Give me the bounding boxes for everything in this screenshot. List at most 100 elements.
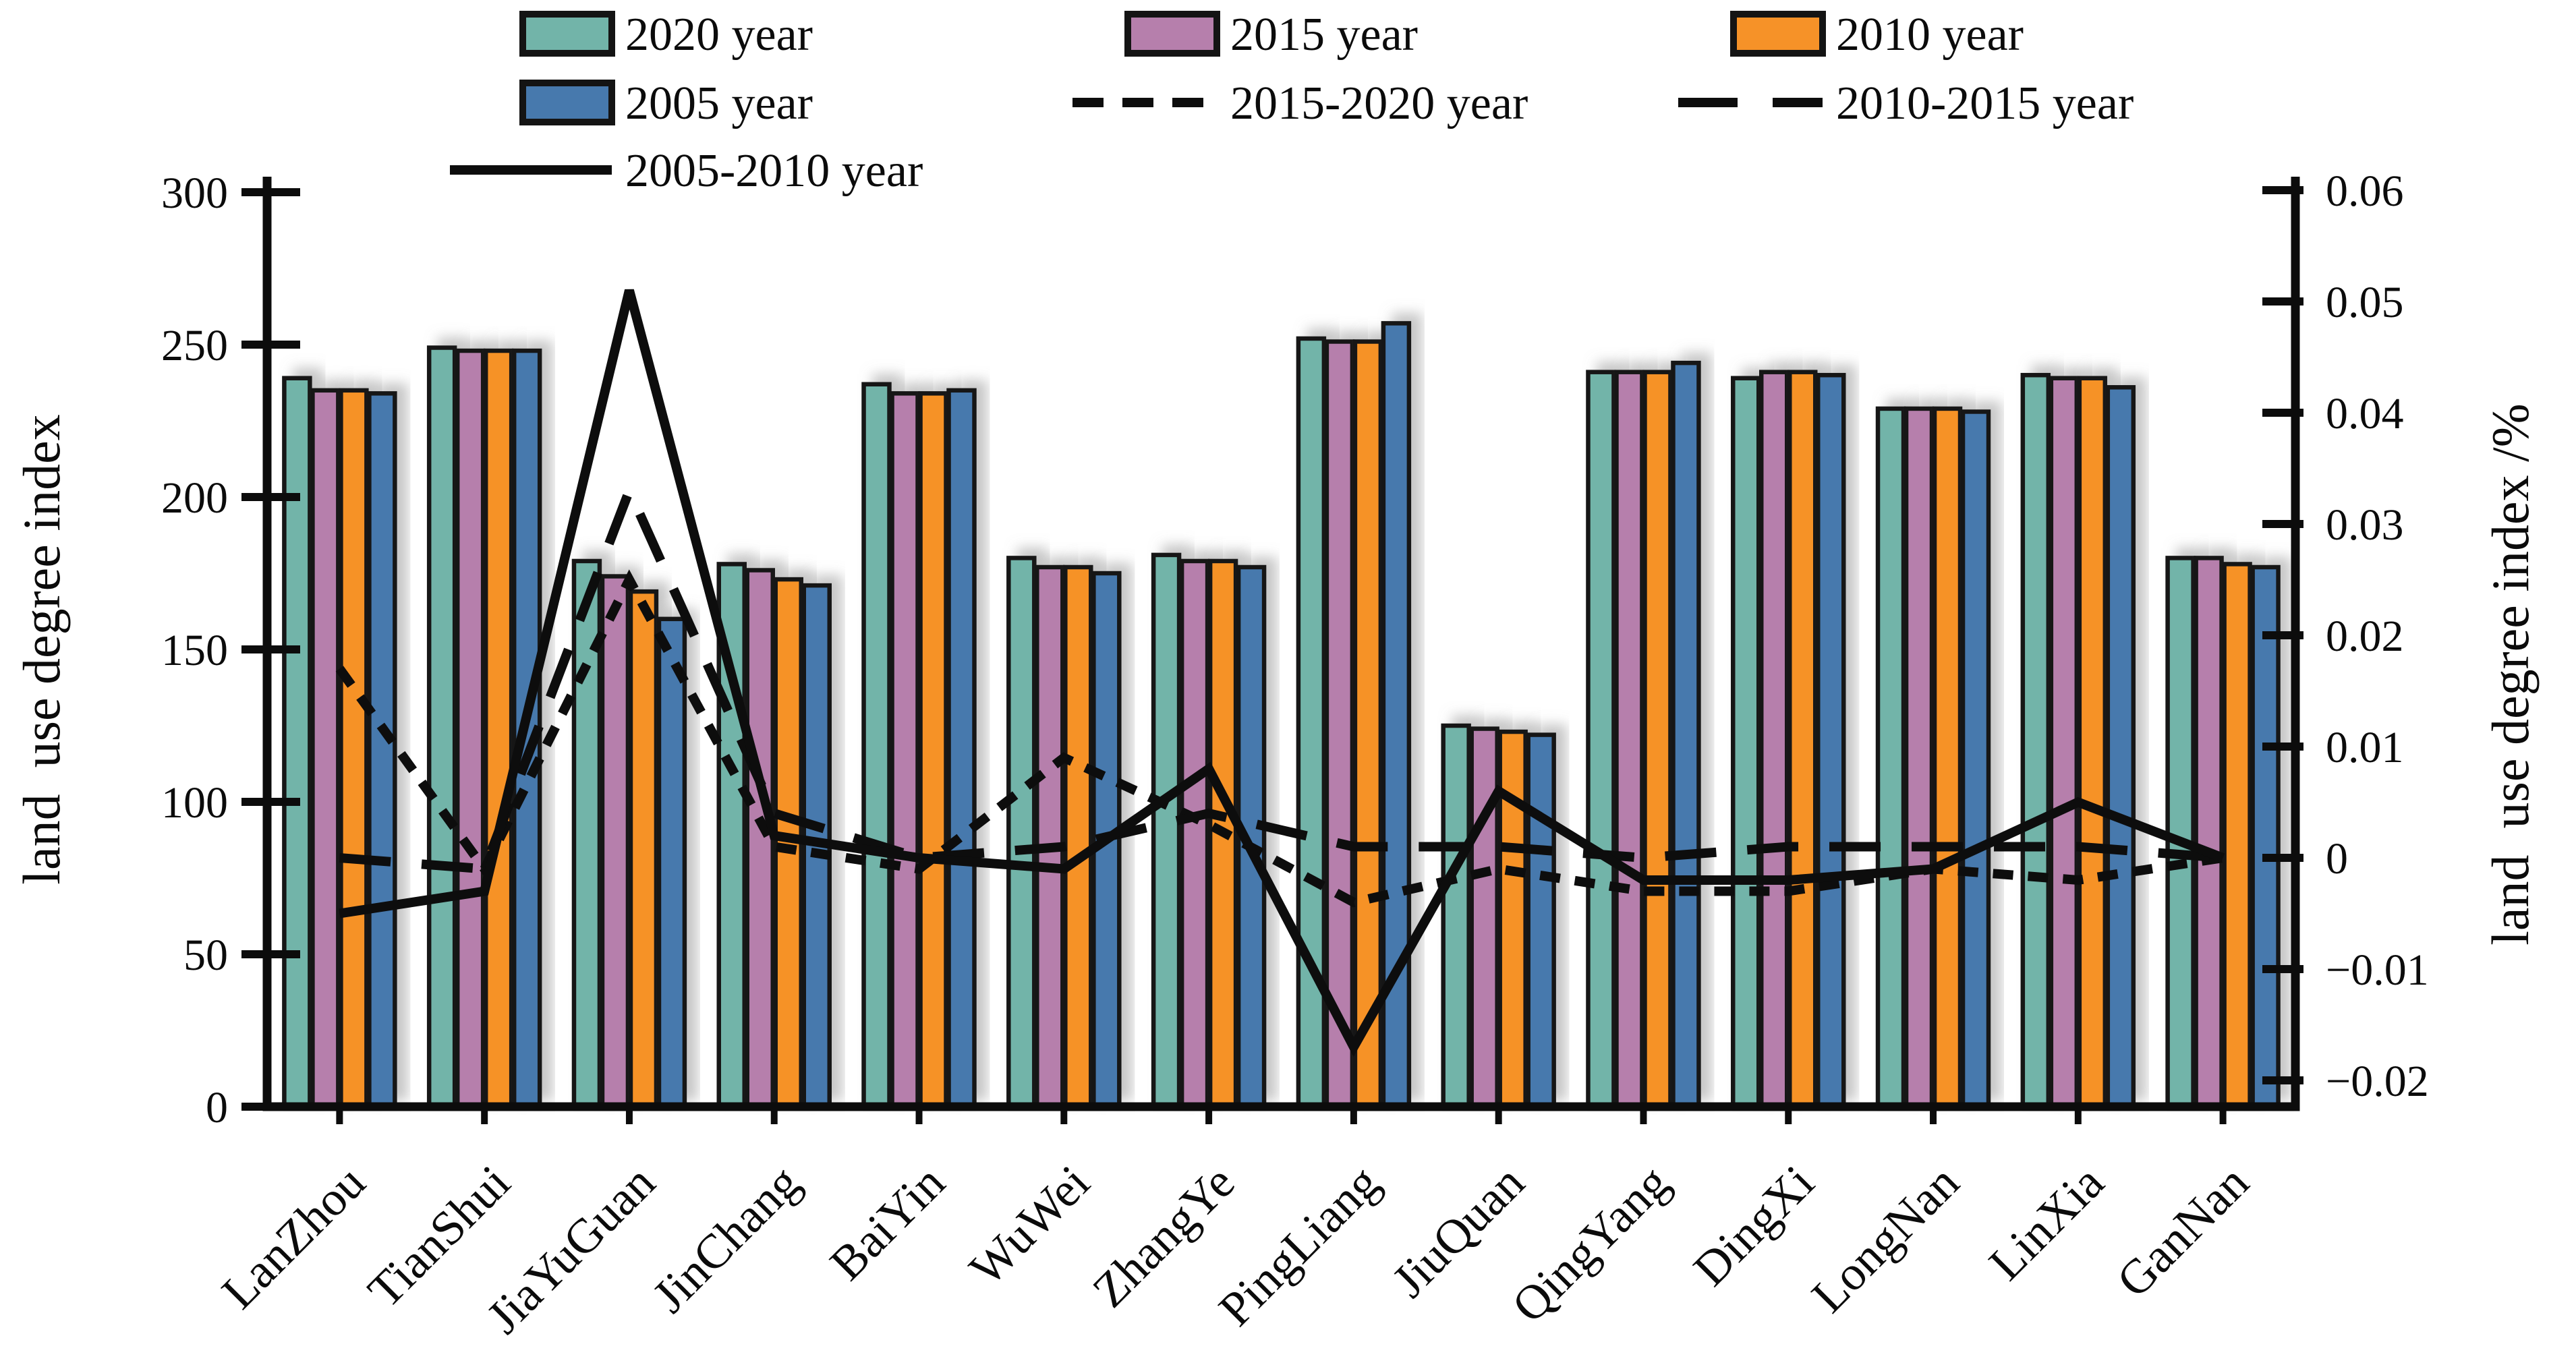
left-tick-label: 250: [161, 321, 228, 370]
right-tick-label: −0.01: [2326, 946, 2429, 995]
legend-label: 2005-2010 year: [625, 145, 923, 197]
bar-2010-year-LongNan: [1932, 406, 1963, 1109]
bar-2010-year-LanZhou: [339, 388, 369, 1109]
bar-2005-year-QingYang: [1671, 360, 1701, 1109]
bar-2010-year-LinXia: [2077, 376, 2108, 1109]
bar-2010-year-DingXi: [1787, 370, 1818, 1109]
bar-2010-year-PingLiang: [1352, 339, 1383, 1109]
x-category-label: WuWei: [959, 1155, 1100, 1296]
right-tick-label: 0.03: [2326, 500, 2404, 550]
legend: 2020 year 2015 year 2010 year 2005 year 2015…: [450, 9, 2134, 197]
bar-2015-year-JinChang: [745, 568, 775, 1109]
right-tick-label: 0.02: [2326, 612, 2404, 661]
bar-2015-year-WuWei: [1035, 564, 1065, 1109]
bar-2020-year-LanZhou: [282, 376, 312, 1109]
legend-label: 2005 year: [625, 78, 813, 129]
bar-2015-year-QingYang: [1614, 370, 1644, 1109]
left-tick-label: 200: [161, 473, 228, 523]
bar-2010-year-BaiYin: [918, 391, 948, 1109]
right-tick-label: 0.04: [2326, 389, 2404, 438]
bar-2020-year-ZhangYe: [1151, 552, 1182, 1109]
bar-2005-year-LongNan: [1960, 409, 1991, 1109]
legend-label: 2015 year: [1230, 9, 1418, 61]
line-2010-2015-year: [339, 478, 2224, 874]
legend-label: 2015-2020 year: [1230, 78, 1528, 129]
bar-2005-year-JiaYuGuan: [656, 616, 687, 1109]
bar-2020-year-DingXi: [1731, 376, 1761, 1109]
left-tick-label: 100: [161, 778, 228, 827]
x-category-label: BaiYin: [820, 1155, 955, 1291]
right-tick-label: 0: [2326, 834, 2348, 883]
bar-2005-year-LanZhou: [367, 391, 397, 1109]
bar-2015-year-JiuQuan: [1469, 726, 1499, 1109]
x-category-label: LanZhou: [212, 1155, 376, 1319]
bar-2010-year-JiaYuGuan: [628, 589, 659, 1109]
left-tick-label: 50: [183, 931, 228, 980]
bar-2020-year-JiuQuan: [1441, 723, 1471, 1109]
x-category-label: JinChang: [642, 1155, 810, 1323]
legend-item: 2015 year: [1124, 9, 1418, 61]
legend-item: 2005-2010 year: [450, 145, 923, 197]
bar-2005-year-LinXia: [2105, 385, 2136, 1109]
left-tick-label: 0: [206, 1083, 228, 1132]
bar-2010-year-JiuQuan: [1497, 729, 1528, 1109]
right-tick-label: 0.01: [2326, 723, 2404, 772]
legend-swatch-icon: [519, 80, 615, 125]
bar-2015-year-LinXia: [2049, 376, 2080, 1109]
right-tick-label: 0.06: [2326, 167, 2404, 216]
legend-item: 2015-2020 year: [1072, 78, 1528, 129]
bar-2015-year-DingXi: [1759, 370, 1790, 1109]
bar-2020-year-TianShui: [426, 345, 457, 1109]
bar-2015-year-LanZhou: [310, 388, 341, 1109]
bar-2020-year-BaiYin: [861, 382, 892, 1109]
bar-2010-year-GanNan: [2222, 562, 2252, 1109]
bar-2015-year-PingLiang: [1324, 339, 1355, 1109]
legend-label: 2010-2015 year: [1836, 78, 2134, 129]
right-axis-title: land use degree index /%: [2481, 403, 2540, 946]
legend-swatch-icon: [1730, 11, 1826, 57]
x-category-label: LinXia: [1978, 1155, 2114, 1291]
x-category-label: LongNan: [1801, 1155, 1969, 1323]
left-tick-label: 300: [161, 169, 228, 218]
bar-2005-year-GanNan: [2250, 564, 2281, 1109]
legend-item: 2005 year: [519, 78, 813, 129]
line-series-group: [335, 289, 2225, 1057]
x-category-label: GanNan: [2107, 1155, 2259, 1308]
legend-label: 2020 year: [625, 9, 813, 61]
legend-item: 2010-2015 year: [1678, 78, 2134, 129]
bar-2020-year-GanNan: [2165, 556, 2196, 1109]
bar-2020-year-WuWei: [1006, 556, 1037, 1109]
x-category-label: PingLiang: [1209, 1155, 1390, 1337]
bar-2005-year-JiuQuan: [1526, 732, 1556, 1109]
bar-2020-year-QingYang: [1586, 370, 1616, 1109]
legend-item: 2020 year: [519, 9, 813, 61]
x-category-label: QingYang: [1501, 1155, 1680, 1333]
bar-2010-year-QingYang: [1642, 370, 1673, 1109]
bar-2010-year-WuWei: [1063, 564, 1093, 1109]
bar-2015-year-GanNan: [2194, 556, 2224, 1109]
x-category-label: DingXi: [1683, 1155, 1824, 1296]
bar-2020-year-LongNan: [1875, 406, 1906, 1109]
legend-label: 2010 year: [1836, 9, 2024, 61]
line-2015-2020-year: [335, 569, 2224, 908]
right-tick-label: 0.05: [2326, 278, 2404, 327]
legend-swatch-icon: [1124, 11, 1220, 57]
right-tick-label: −0.02: [2326, 1057, 2429, 1106]
bar-2010-year-TianShui: [483, 348, 514, 1109]
line-2005-2010-year: [339, 289, 2225, 1057]
left-tick-label: 150: [161, 626, 228, 675]
left-axis-title: land use degree index: [12, 414, 71, 884]
bar-2015-year-LongNan: [1904, 406, 1935, 1109]
bar-2015-year-BaiYin: [890, 391, 920, 1109]
bar-2015-year-ZhangYe: [1179, 558, 1210, 1109]
bar-2005-year-DingXi: [1816, 372, 1846, 1109]
bar-series-group: [282, 321, 2281, 1109]
bar-2015-year-TianShui: [455, 348, 486, 1109]
bar-2005-year-BaiYin: [946, 388, 977, 1109]
legend-swatch-icon: [519, 11, 615, 57]
bar-2015-year-JiaYuGuan: [600, 574, 631, 1109]
legend-item: 2010 year: [1730, 9, 2024, 61]
bar-2020-year-LinXia: [2020, 372, 2051, 1109]
